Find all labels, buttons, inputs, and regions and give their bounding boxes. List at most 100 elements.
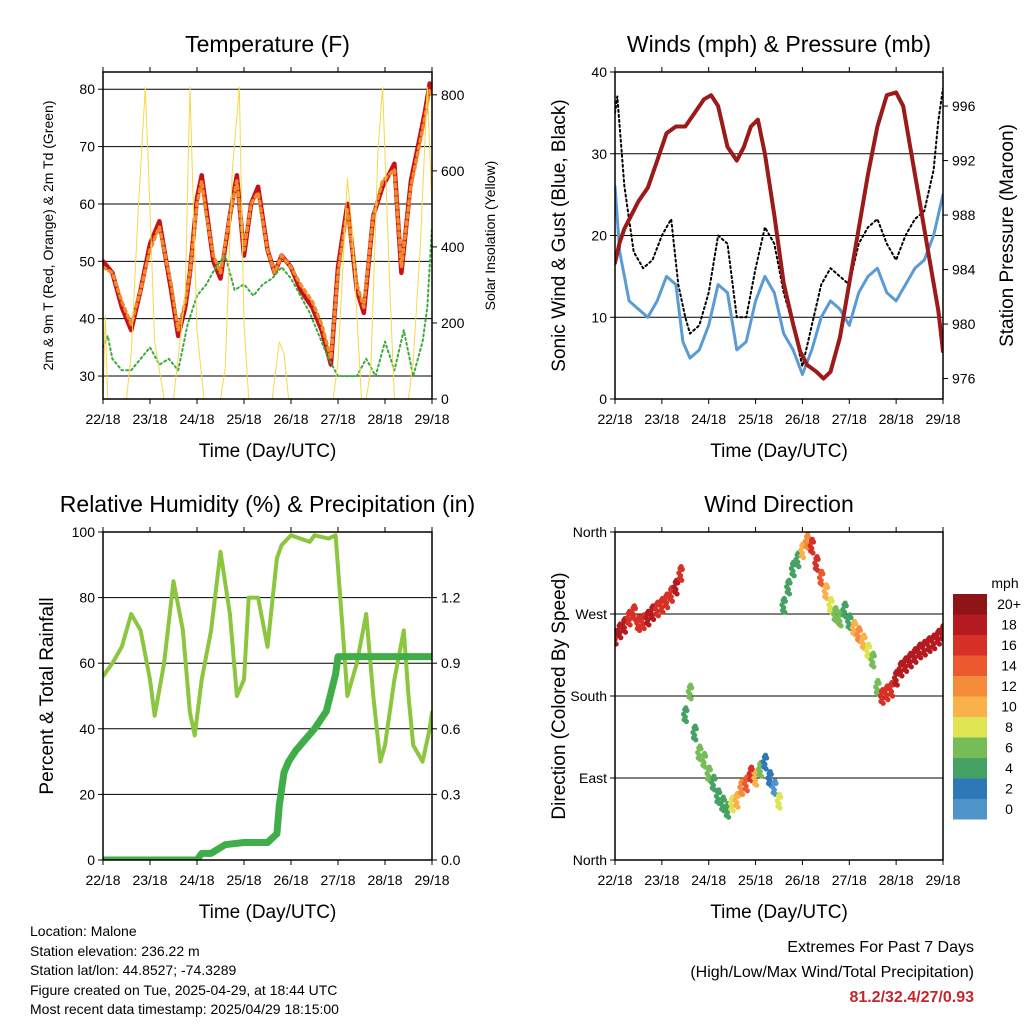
direction-point [712, 776, 718, 782]
direction-point [782, 609, 788, 615]
direction-point [936, 641, 943, 647]
y-right-tick-label: 1.2 [441, 590, 461, 606]
temperature-series [103, 81, 432, 399]
direction-point [782, 598, 788, 604]
x-tick-label: 27/18 [832, 411, 867, 427]
direction-point [894, 682, 900, 688]
direction-point [932, 646, 938, 652]
direction-point [655, 613, 661, 619]
y-tick-label: 20 [79, 786, 95, 802]
direction-point [669, 598, 675, 604]
direction-point [800, 554, 807, 561]
extremes-title: Extremes For Past 7 Days [787, 939, 974, 956]
direction-point [837, 618, 843, 624]
x-axis-label: Time (Day/UTC) [710, 441, 848, 462]
y-tick-label: 40 [591, 64, 607, 80]
direction-point [810, 539, 817, 545]
direction-point [795, 559, 801, 565]
legend-swatch [953, 676, 987, 697]
direction-point [721, 797, 728, 803]
x-axis-label: Time (Day/UTC) [199, 441, 337, 462]
x-tick-label: 23/18 [132, 411, 167, 427]
direction-point [674, 591, 680, 597]
t9m-series-line [103, 87, 432, 361]
direction-point [785, 586, 791, 593]
y-axis-label: Sonic Wind & Gust (Blue, Black) [549, 99, 570, 371]
direction-point [696, 752, 702, 758]
direction-point [673, 586, 679, 593]
y-tick-label: 0 [599, 391, 607, 407]
direction-point [622, 629, 629, 635]
x-tick-label: 29/18 [925, 872, 960, 888]
legend-swatch [953, 717, 987, 738]
direction-chart: North East South West North 22/18 23/18 24/18 25… [549, 491, 1021, 923]
plot-frame [614, 71, 944, 400]
direction-point [913, 659, 919, 665]
chart-title: Winds (mph) & Pressure (mb) [627, 31, 931, 57]
direction-point [893, 677, 899, 684]
solar-series-line [103, 86, 432, 399]
chart-title: Relative Humidity (%) & Precipitation (i… [60, 491, 475, 517]
x-axis-label: Time (Day/UTC) [710, 902, 848, 923]
legend-label: 18 [1001, 617, 1017, 633]
direction-point [698, 746, 704, 752]
direction-point [846, 621, 852, 627]
legend-label: 0 [1005, 801, 1013, 817]
direction-point [787, 580, 793, 586]
direction-point [767, 778, 773, 784]
x-tick-label: 26/18 [273, 872, 308, 888]
y-tick-label: 100 [72, 524, 96, 540]
direction-point [692, 732, 698, 738]
direction-series [615, 532, 943, 820]
direction-point [717, 789, 723, 796]
x-tick-label: 22/18 [597, 872, 632, 888]
direction-point [688, 696, 694, 702]
direction-point [862, 635, 868, 641]
y-tick-label: North [573, 524, 607, 540]
direction-point [706, 773, 712, 779]
legend-label: 8 [1005, 719, 1013, 735]
direction-point [663, 600, 670, 606]
y-tick-label: East [579, 770, 607, 786]
y-tick-label: 60 [79, 655, 95, 671]
direction-point [773, 780, 779, 787]
legend-label: 4 [1005, 760, 1013, 776]
x-tick-label: 27/18 [320, 411, 355, 427]
y-right-tick-label: 800 [441, 87, 465, 103]
x-tick-label: 25/18 [226, 411, 261, 427]
legend-label: 10 [1001, 699, 1017, 715]
direction-point [880, 700, 886, 706]
y-right-tick-label: 980 [952, 316, 976, 332]
info-timestamp: Most recent data timestamp: 2025/04/29 1… [30, 1001, 339, 1017]
direction-point [684, 707, 690, 714]
direction-point [790, 568, 796, 574]
y-tick-label: 30 [79, 368, 95, 384]
direction-point [768, 771, 774, 777]
direction-point [791, 573, 797, 579]
legend-swatch [953, 655, 987, 676]
direction-point [926, 644, 932, 650]
direction-point [870, 659, 876, 665]
direction-point [916, 650, 923, 656]
legend-label: 20+ [997, 596, 1021, 612]
x-tick-label: 23/18 [644, 411, 679, 427]
legend-label: 2 [1005, 781, 1013, 797]
y-tick-label: 0 [87, 852, 95, 868]
direction-point [743, 783, 749, 789]
y-right-axis-label: Station Pressure (Maroon) [997, 124, 1018, 347]
legend-swatch [953, 758, 987, 779]
y-right-axis-label: Solar Insolation (Yellow) [482, 161, 498, 311]
x-tick-label: 23/18 [132, 872, 167, 888]
y-tick-label: 10 [591, 309, 607, 325]
direction-point [682, 714, 688, 720]
x-tick-label: 26/18 [273, 411, 308, 427]
direction-point [651, 616, 657, 623]
direction-point [871, 664, 877, 670]
x-tick-label: 25/18 [738, 872, 773, 888]
y-tick-label: 20 [591, 228, 607, 244]
x-tick-label: 28/18 [879, 411, 914, 427]
y-tick-label: 40 [79, 311, 95, 327]
legend-swatch [953, 594, 987, 615]
